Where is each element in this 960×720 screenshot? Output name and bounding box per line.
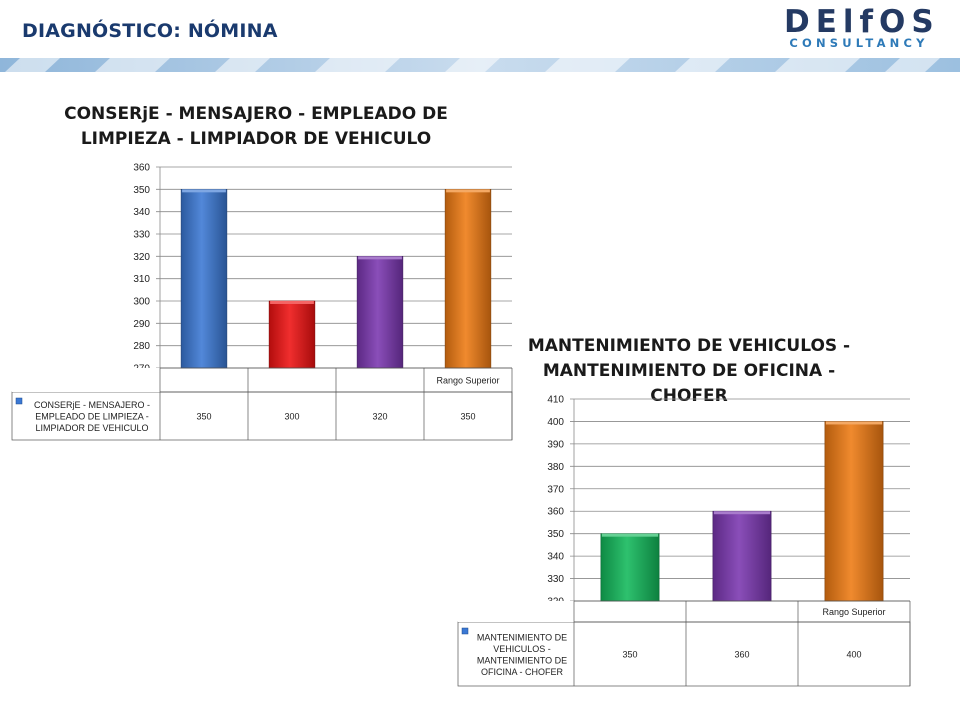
chart2-bar-top-highlight — [601, 533, 659, 537]
chart2-data-label: 360 — [734, 650, 749, 660]
chart1-series-label: CONSERjE - MENSAJERO - — [34, 400, 150, 410]
chart2-y-tick-label: 410 — [547, 395, 564, 406]
chart2-y-tick-label: 350 — [547, 529, 564, 540]
chart1-y-tick-label: 310 — [133, 274, 150, 285]
chart1-data-label: 300 — [284, 412, 299, 422]
company-logo: DElfOS CONSULTANCY — [784, 4, 940, 50]
chart2-legend-key — [461, 627, 469, 635]
chart1-bar — [356, 256, 404, 369]
chart1-y-tick-label: 340 — [133, 207, 150, 218]
chart1-bar — [180, 189, 228, 369]
chart1-bar-top-highlight — [446, 189, 490, 193]
chart1-y-tick-label: 350 — [133, 185, 150, 196]
chart2-bar-top-highlight — [713, 511, 771, 515]
logo-wordmark: DElfOS — [784, 4, 940, 40]
chart2-y-tick-label: 360 — [547, 507, 564, 518]
chart1-data-label: 320 — [372, 412, 387, 422]
chart2-bar — [824, 421, 884, 602]
chart1-y-tick-label: 290 — [133, 319, 150, 330]
chart2-series-label: VEHICULOS - — [493, 644, 551, 654]
chart1-bar — [268, 300, 316, 369]
chart2-series-label: OFICINA - CHOFER — [481, 667, 564, 677]
header-banner — [0, 58, 960, 72]
chart2-category-label: Rango Superior — [822, 607, 885, 617]
chart1-series-label: EMPLEADO DE LIMPIEZA - — [35, 412, 149, 422]
chart1-y-tick-label: 300 — [133, 297, 150, 308]
chart1-y-tick-label: 280 — [133, 341, 150, 352]
chart1-data-label: 350 — [196, 412, 211, 422]
chart1-y-tick-label: 360 — [133, 163, 150, 174]
chart2-title: MANTENIMIENTO DE VEHICULOS - MANTENIMIEN… — [527, 336, 851, 406]
chart1-legend-key — [15, 397, 23, 405]
chart1-data-table: Rango Superior CONSERjE - MENSAJERO - EMPL… — [11, 367, 513, 441]
chart2-bar-top-highlight — [825, 421, 883, 425]
chart2-y-tick-label: 380 — [547, 462, 564, 473]
chart1-bar-top-highlight — [358, 256, 402, 260]
chart1-bar-top-highlight — [270, 301, 314, 304]
logo-subtitle: CONSULTANCY — [789, 36, 929, 50]
chart1-bar — [444, 189, 492, 369]
chart2-y-tick-label: 400 — [547, 417, 564, 428]
chart2-bar — [712, 510, 772, 602]
page-title: DIAGNÓSTICO: NÓMINA — [22, 20, 278, 42]
chart1-y-tick-label: 320 — [133, 252, 150, 263]
chart1-bar-top-highlight — [182, 189, 226, 193]
chart2-data-label: 400 — [846, 650, 861, 660]
chart2-series-label: MANTENIMIENTO DE — [477, 632, 567, 642]
chart1-y-tick-label: 330 — [133, 230, 150, 241]
chart1-title: CONSERjE - MENSAJERO - EMPLEADO DE LIMPI… — [64, 104, 448, 149]
chart2-y-tick-label: 330 — [547, 574, 564, 585]
chart2-y-tick-label: 370 — [547, 484, 564, 495]
chart2-y-tick-label: 390 — [547, 439, 564, 450]
chart2-y-tick-label: 340 — [547, 552, 564, 563]
chart1-series-label: LIMPIADOR DE VEHICULO — [35, 423, 148, 433]
chart1-category-label: Rango Superior — [436, 376, 499, 386]
chart2-series-label: MANTENIMIENTO DE — [477, 655, 567, 665]
chart1-data-label: 350 — [460, 412, 475, 422]
chart2-bar — [600, 533, 660, 602]
chart2-data-label: 350 — [622, 650, 637, 660]
